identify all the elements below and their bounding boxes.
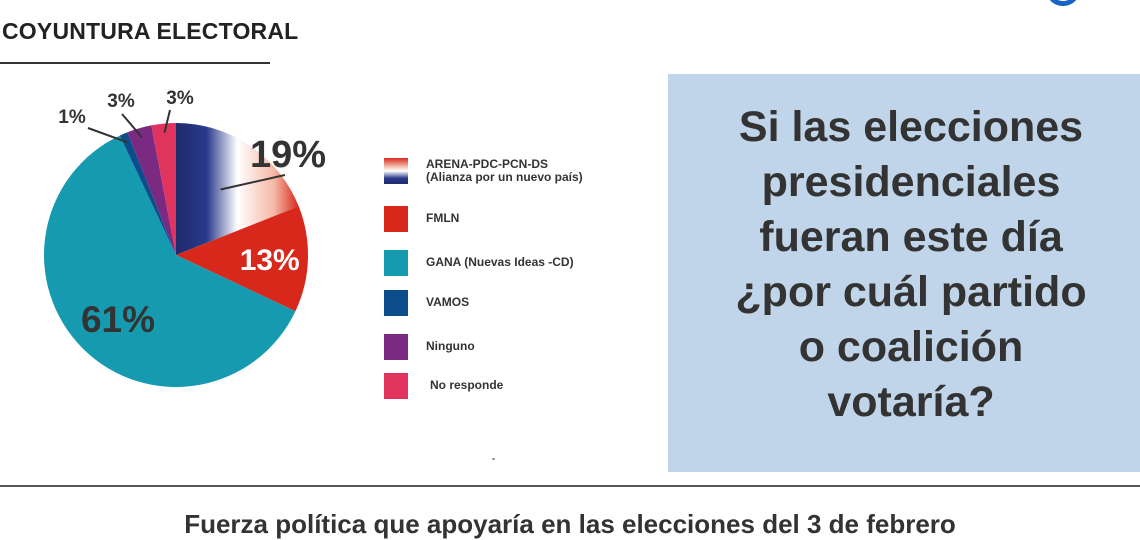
pie-slice-arena-pdc-pcn-ds — [176, 123, 299, 255]
question-line: ¿por cuál partido — [735, 268, 1087, 316]
pie-slice-gana — [43, 135, 296, 387]
header-divider — [0, 62, 270, 64]
question-line: Si las elecciones — [738, 103, 1084, 151]
section-divider — [0, 485, 1140, 487]
pie-slice-vamos — [119, 132, 176, 255]
survey-question: Si las elecciones presidenciales fueran es… — [668, 100, 1140, 430]
legend-swatch — [384, 290, 408, 316]
leader-line — [163, 109, 171, 134]
leader-line — [87, 127, 128, 144]
legend-swatch — [384, 206, 408, 232]
data-label: 61% — [81, 299, 155, 340]
data-label: 13% — [240, 244, 300, 277]
pie-slice-fmln — [176, 206, 308, 312]
data-label: 3% — [166, 88, 194, 109]
question-panel: Si las elecciones presidenciales fueran es… — [668, 74, 1140, 472]
data-label: 3% — [107, 91, 135, 112]
legend-swatch — [384, 373, 408, 399]
leader-line — [121, 113, 143, 138]
legend-label: VAMOS — [426, 295, 470, 309]
pie-slice-no — [151, 123, 176, 255]
legend-swatch — [384, 250, 408, 276]
page-title: COYUNTURA ELECTORAL — [2, 18, 299, 44]
legend-label: Ninguno — [426, 339, 475, 353]
chart-legend: ARENA-PDC-PCN-DS (Alianza por un nuevo pa… — [384, 158, 644, 408]
legend-label: FMLN — [426, 211, 460, 225]
legend-swatch — [384, 334, 408, 360]
question-line: votaría? — [827, 378, 995, 426]
pie-slice-ninguno — [127, 125, 176, 256]
logo-icon — [1049, 0, 1076, 7]
stray-mark — [492, 458, 495, 460]
data-label: 1% — [58, 107, 86, 128]
chart-caption: Fuerza política que apoyaría en las elec… — [184, 509, 956, 539]
legend-label: GANA (Nuevas Ideas -CD) — [426, 255, 574, 269]
legend-label: (Alianza por un nuevo país) — [426, 170, 583, 184]
data-label: 19% — [250, 134, 326, 176]
question-line: fueran este día — [759, 213, 1063, 261]
legend-label: No responde — [430, 378, 504, 392]
legend-label: ARENA-PDC-PCN-DS — [426, 157, 548, 171]
leader-line — [220, 174, 286, 191]
question-line: o coalición — [798, 323, 1024, 371]
legend-swatch — [384, 158, 408, 184]
question-line: presidenciales — [761, 158, 1061, 206]
pie-chart: 19% 13% 61% 1% 3% 3% — [43, 88, 326, 387]
